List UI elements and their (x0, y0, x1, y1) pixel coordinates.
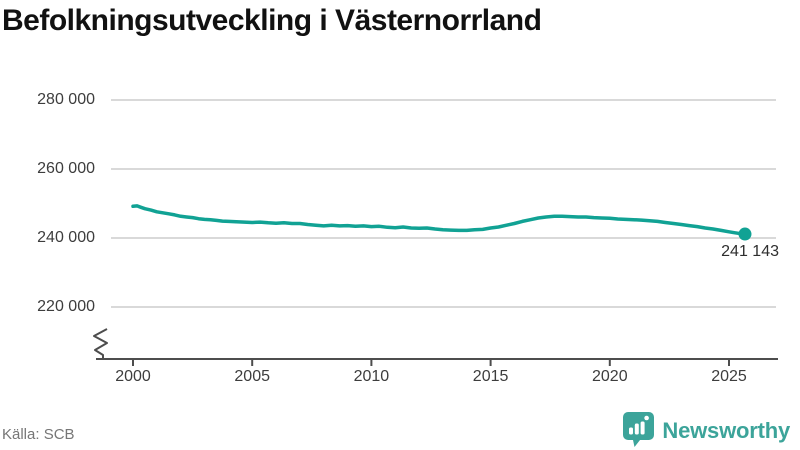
source-note: Källa: SCB (2, 426, 75, 443)
y-axis-tick-label: 260 000 (37, 160, 95, 177)
population-line (131, 204, 747, 236)
x-axis-tick-label: 2005 (234, 368, 270, 385)
y-axis-tick-label: 220 000 (37, 298, 95, 315)
y-axis-tick-label: 240 000 (37, 229, 95, 246)
x-axis-tick-label: 2015 (472, 368, 509, 385)
y-axis-tick-label: 280 000 (37, 91, 95, 108)
last-value-label: 241 143 (721, 243, 779, 260)
x-axis-tick-label: 2025 (711, 368, 747, 385)
page-title: Befolkningsutveckling i Västernorrland (2, 4, 542, 37)
brand-logo: Newsworthy (622, 411, 790, 449)
x-axis-tick-label: 2010 (353, 368, 390, 385)
brand-name: Newsworthy (662, 418, 790, 443)
x-axis-tick-label: 2000 (115, 368, 151, 385)
x-axis-tick-label: 2020 (592, 368, 628, 385)
newsworthy-bubble-icon (623, 412, 655, 447)
end-point-dot (738, 227, 752, 241)
axis-break-icon (93, 328, 108, 358)
